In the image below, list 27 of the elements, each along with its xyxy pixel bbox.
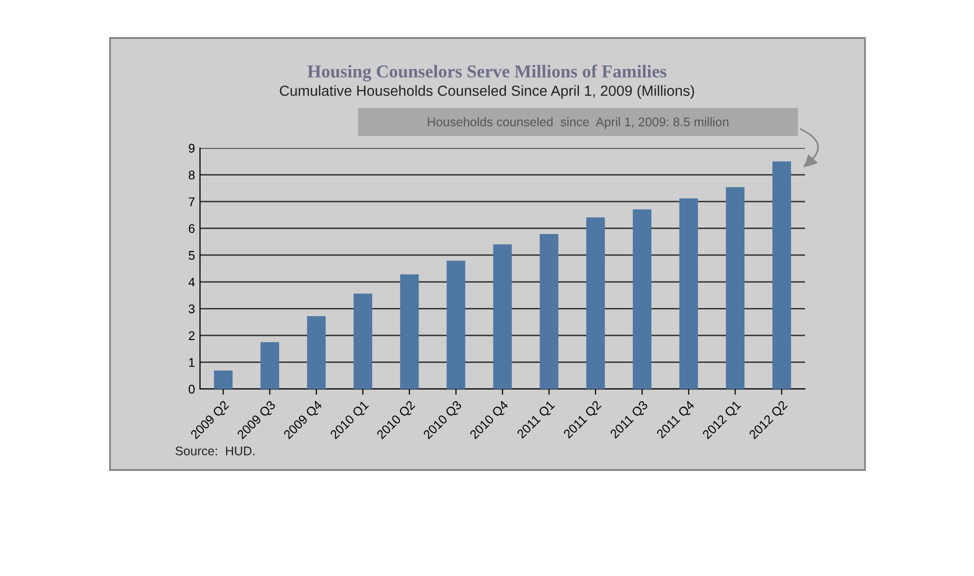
- y-tick-label: 0: [188, 384, 195, 394]
- bar: [493, 244, 512, 389]
- bar: [679, 198, 698, 389]
- bar: [632, 209, 652, 389]
- y-tick-label: 2: [188, 331, 195, 340]
- y-tick-label: 9: [188, 144, 195, 153]
- y-tick-label: 1: [189, 358, 195, 367]
- chart-title: Housing Counselors Serve Millions of Families: [308, 64, 666, 82]
- chart-subtitle: Cumulative Households Counseled Since April 1, 2009 (Millions): [280, 85, 694, 99]
- bar: [540, 234, 558, 389]
- bar: [446, 260, 466, 389]
- y-tick-label: 8: [188, 170, 195, 180]
- bar: [772, 161, 792, 389]
- y-tick-label: 5: [188, 251, 195, 260]
- text: Households counseled since April 1, 2009: 8.5 million: [428, 117, 728, 129]
- y-tick-label: 3: [188, 304, 195, 314]
- y-tick-label: 4: [188, 278, 195, 286]
- bar: [586, 217, 605, 389]
- bar: [260, 342, 280, 389]
- bar: [214, 370, 233, 389]
- bar: [307, 316, 326, 389]
- bar: [354, 294, 372, 389]
- bar: [726, 187, 744, 389]
- y-tick-label: 7: [188, 197, 195, 206]
- source-note: Source: HUD.: [176, 446, 254, 456]
- y-tick-label: 6: [188, 224, 195, 233]
- bar: [400, 274, 419, 389]
